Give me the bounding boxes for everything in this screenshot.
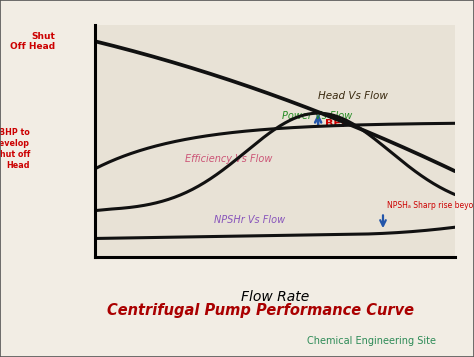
Text: Shut
Off Head: Shut Off Head: [10, 31, 55, 51]
Text: NPSHr Vs Flow: NPSHr Vs Flow: [214, 215, 285, 225]
Text: BEP: BEP: [325, 119, 349, 129]
Text: Power Vs Flow: Power Vs Flow: [282, 111, 352, 121]
Text: Chemical Engineering Site: Chemical Engineering Site: [307, 336, 436, 346]
Text: Centrifugal Pump Performance Curve: Centrifugal Pump Performance Curve: [107, 303, 414, 318]
Text: NPSHₐ Sharp rise beyond BEP: NPSHₐ Sharp rise beyond BEP: [387, 201, 474, 210]
Text: BHP to
develop
Shut off
Head: BHP to develop Shut off Head: [0, 128, 30, 170]
Text: Flow Rate: Flow Rate: [241, 290, 309, 303]
Text: Efficiency Vs Flow: Efficiency Vs Flow: [185, 154, 272, 164]
Text: Head Vs Flow: Head Vs Flow: [318, 91, 388, 101]
